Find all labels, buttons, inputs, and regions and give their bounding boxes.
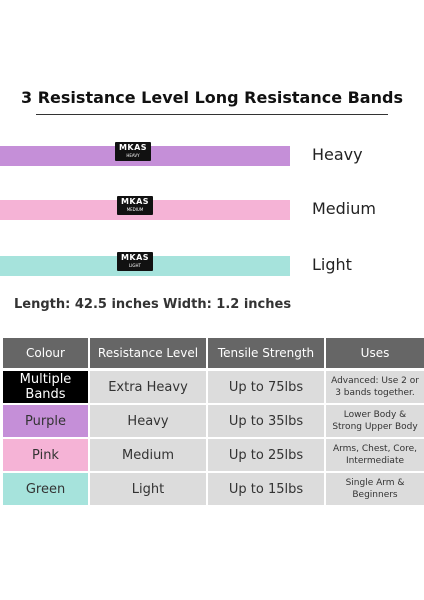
table-cell: Up to 25lbs	[208, 439, 324, 471]
tag-level: LIGHT	[129, 263, 141, 268]
table-cell: Up to 35lbs	[208, 405, 324, 437]
title: 3 Resistance Level Long Resistance Bands	[21, 88, 403, 107]
table-cell: Single Arm & Beginners	[326, 473, 424, 505]
colour-cell: Purple	[3, 405, 88, 437]
brand: MKAS	[120, 253, 150, 262]
header-cell: Uses	[326, 338, 424, 368]
width: Width: 1.2 inches	[163, 297, 292, 312]
table-cell: Arms, Chest, Core, Intermediate	[326, 439, 424, 471]
length: Length: 42.5 inches	[14, 297, 159, 312]
band-tag: MKAS HEAVY	[115, 142, 151, 161]
colour-cell: Green	[3, 473, 88, 505]
table-cell: Extra Heavy	[90, 371, 206, 403]
band: MKAS LIGHT	[0, 252, 290, 276]
header-cell: Resistance Level	[90, 338, 206, 368]
band-name: Light	[312, 255, 352, 274]
table-cell: Lower Body & Strong Upper Body	[326, 405, 424, 437]
band-tag: MKAS MEDIUM	[117, 196, 153, 215]
band-tag: MKAS LIGHT	[117, 252, 153, 271]
table-cell: Light	[90, 473, 206, 505]
tag-level: HEAVY	[126, 153, 140, 158]
colour-cell: Pink	[3, 439, 88, 471]
band: MKAS HEAVY	[0, 142, 290, 166]
table-cell: Heavy	[90, 405, 206, 437]
table-cell: Up to 75lbs	[208, 371, 324, 403]
band-name: Heavy	[312, 145, 363, 164]
brand: MKAS	[118, 143, 148, 152]
header-cell: Colour	[3, 338, 88, 368]
colour-cell: Multiple Bands	[3, 371, 88, 403]
header-cell: Tensile Strength	[208, 338, 324, 368]
table-cell: Medium	[90, 439, 206, 471]
title-underline	[36, 114, 388, 115]
band-name: Medium	[312, 199, 376, 218]
table-cell: Advanced: Use 2 or 3 bands together.	[326, 371, 424, 403]
brand: MKAS	[120, 197, 150, 206]
tag-level: MEDIUM	[126, 207, 144, 212]
band: MKAS MEDIUM	[0, 196, 290, 220]
table-cell: Up to 15lbs	[208, 473, 324, 505]
